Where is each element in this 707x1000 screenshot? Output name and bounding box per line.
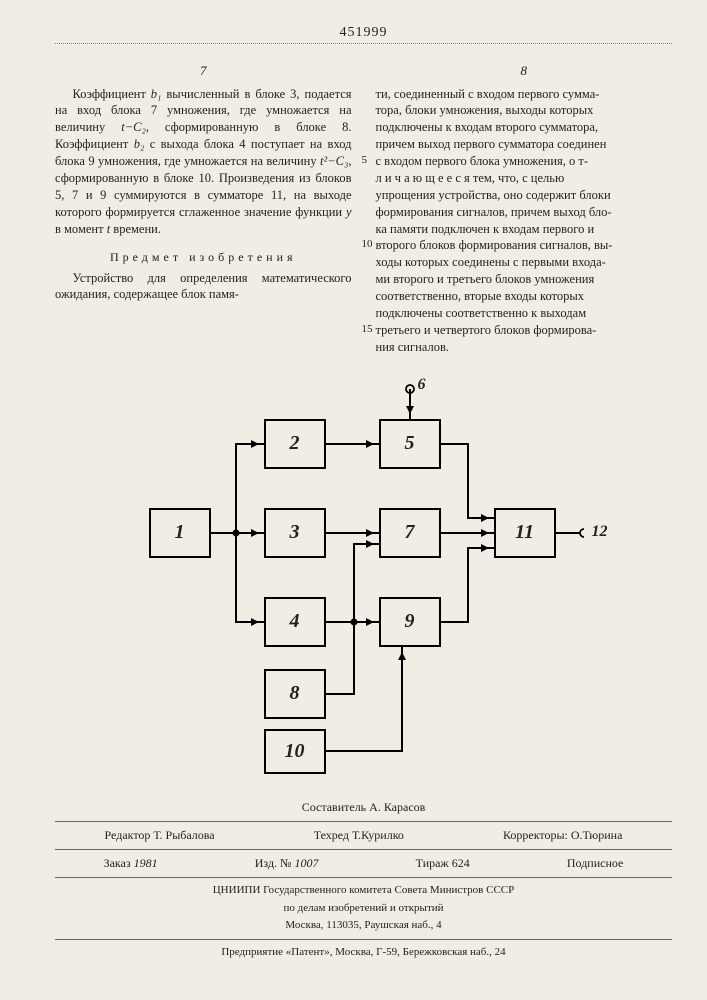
left-para-1: Коэффициент b₁ вычисленный в блоке 3, по…	[55, 86, 352, 238]
right-line: 5с входом первого блока умножения, о т-	[376, 153, 673, 170]
right-line: подключены к входам второго сумматора,	[376, 119, 673, 136]
corr-name: О.Тюрина	[571, 828, 623, 842]
composer-label: Составитель	[302, 800, 366, 814]
block-diagram: 123457981011612	[144, 384, 584, 774]
block-4: 4	[264, 597, 326, 647]
issue-label: Изд. №	[255, 856, 292, 870]
right-line: подключены соответственно к выходам	[376, 305, 673, 322]
sym-y: y	[346, 205, 352, 219]
block-2: 2	[264, 419, 326, 469]
right-line: 10второго блоков формирования сигналов, …	[376, 237, 673, 254]
right-line: формирования сигналов, причем выход бло-	[376, 204, 673, 221]
page: 451999 7 Коэффициент b₁ вычисленный в бл…	[0, 0, 707, 1000]
corrector: Корректоры: О.Тюрина	[503, 826, 622, 845]
editor: Редактор Т. Рыбалова	[105, 826, 215, 845]
input-label-6: 6	[418, 376, 426, 394]
composer-row: Составитель А. Карасов	[55, 798, 672, 822]
block-11: 11	[494, 508, 556, 558]
text-columns: 7 Коэффициент b₁ вычисленный в блоке 3, …	[55, 62, 672, 356]
tech: Техред Т.Курилко	[314, 826, 404, 845]
line-number: 10	[362, 237, 373, 252]
line-number: 5	[362, 153, 368, 168]
block-7: 7	[379, 508, 441, 558]
block-8: 8	[264, 669, 326, 719]
address-2: Предприятие «Патент», Москва, Г-59, Бере…	[55, 944, 672, 962]
right-line: ми второго и третьего блоков умножения	[376, 271, 673, 288]
output-label-12: 12	[592, 523, 608, 541]
org-line-1: ЦНИИПИ Государственного комитета Совета …	[55, 882, 672, 900]
right-column: 8 ти, соединенный с входом первого сумма…	[370, 62, 673, 356]
sym-t2c3: t²−C₃	[320, 154, 348, 168]
document-number: 451999	[55, 25, 672, 44]
left-page-num: 7	[55, 62, 352, 80]
block-1: 1	[149, 508, 211, 558]
issue-value: 1007	[295, 856, 319, 870]
order-value: 1981	[134, 856, 158, 870]
right-line: 15третьего и четвертого блоков формирова…	[376, 322, 673, 339]
left-para-2: Устройство для определения математическо…	[55, 270, 352, 304]
sym-b2: b₂	[134, 137, 145, 151]
credits-block: Составитель А. Карасов Редактор Т. Рыбал…	[55, 798, 672, 962]
block-10: 10	[264, 729, 326, 774]
order-label: Заказ	[104, 856, 131, 870]
block-5: 5	[379, 419, 441, 469]
editor-name: Т. Рыбалова	[153, 828, 214, 842]
right-line: ка памяти подключен к входам первого и	[376, 221, 673, 238]
right-line: ходы которых соединены с первыми входа-	[376, 254, 673, 271]
sym-b1: b₁	[151, 87, 162, 101]
sym-tc2: t−C₂	[121, 120, 146, 134]
tech-name: Т.Курилко	[352, 828, 404, 842]
t1a: Коэффициент	[73, 87, 151, 101]
right-line: л и ч а ю щ е е с я тем, что, с целью	[376, 170, 673, 187]
left-column: 7 Коэффициент b₁ вычисленный в блоке 3, …	[55, 62, 352, 356]
diagram-container: 123457981011612	[55, 384, 672, 774]
subscription: Подписное	[567, 854, 624, 873]
right-line: ти, соединенный с входом первого сумма-	[376, 86, 673, 103]
block-3: 3	[264, 508, 326, 558]
composer-name: А. Карасов	[369, 800, 425, 814]
block-9: 9	[379, 597, 441, 647]
tirazh: Тираж 624	[416, 854, 470, 873]
right-page-num: 8	[376, 62, 673, 80]
right-line: тора, блоки умножения, выходы которых	[376, 102, 673, 119]
t1g: времени.	[110, 222, 161, 236]
tech-label: Техред	[314, 828, 349, 842]
right-line: ния сигналов.	[376, 339, 673, 356]
editor-label: Редактор	[105, 828, 151, 842]
corr-label: Корректоры:	[503, 828, 568, 842]
line-number: 15	[362, 322, 373, 337]
tirazh-label: Тираж	[416, 856, 449, 870]
org-line-2: по делам изобретений и открытий	[55, 900, 672, 918]
order-row: Заказ 1981 Изд. № 1007 Тираж 624 Подписн…	[55, 854, 672, 878]
right-lines: ти, соединенный с входом первого сумма-т…	[376, 86, 673, 356]
issue: Изд. № 1007	[255, 854, 319, 873]
order: Заказ 1981	[104, 854, 158, 873]
right-line: упрощения устройства, оно содержит блоки	[376, 187, 673, 204]
editors-row: Редактор Т. Рыбалова Техред Т.Курилко Ко…	[55, 826, 672, 850]
right-line: причем выход первого сумматора соединен	[376, 136, 673, 153]
section-title: Предмет изобретения	[55, 249, 352, 265]
right-line: соответственно, вторые входы которых	[376, 288, 673, 305]
t1f: в момент	[55, 222, 107, 236]
wires-svg	[144, 384, 584, 779]
tirazh-value: 624	[452, 856, 470, 870]
address-1: Москва, 113035, Раушская наб., 4	[55, 917, 672, 940]
